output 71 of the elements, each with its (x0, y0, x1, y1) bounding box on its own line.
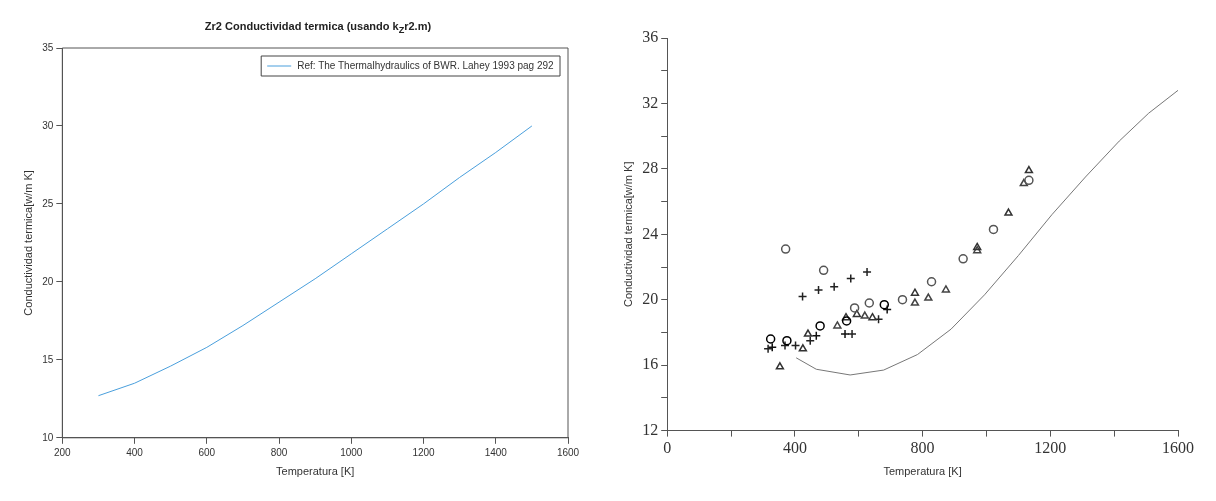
y-tick-label: 30 (42, 119, 54, 131)
y-tick-label: 15 (42, 353, 54, 365)
point (868, 312, 877, 321)
x-tick-label: 0 (663, 439, 672, 457)
point (988, 224, 999, 235)
y-tick-label: 20 (642, 289, 659, 307)
x-tick-label: 800 (270, 446, 288, 458)
point (840, 329, 850, 339)
point (846, 273, 856, 284)
point (841, 316, 852, 326)
point (1004, 208, 1013, 216)
point (841, 312, 851, 321)
x-tick-label: 1400 (484, 446, 508, 458)
y-tick-label: 28 (642, 159, 659, 177)
point (833, 321, 842, 329)
x-tick-label: 1200 (412, 446, 436, 458)
point (924, 293, 933, 301)
point (941, 285, 951, 293)
x-axis-title: Temperatura [K] (883, 465, 962, 478)
point (852, 309, 862, 318)
x-tick-label: 800 (910, 439, 935, 457)
y-tick-label: 32 (642, 93, 659, 111)
point (782, 335, 792, 346)
point (763, 344, 773, 354)
x-tick-label: 600 (198, 446, 216, 458)
point (926, 276, 937, 287)
point (860, 311, 870, 319)
x-tick-label: 1200 (1034, 439, 1067, 457)
point (847, 329, 857, 339)
y-tick-label: 12 (642, 420, 659, 438)
y-axis-title: Conductividad termica[w/m K] (621, 161, 634, 308)
point (815, 321, 825, 331)
point (1024, 165, 1034, 174)
point (958, 254, 968, 264)
point (775, 362, 785, 370)
x-tick-label: 1600 (1162, 439, 1194, 457)
point (972, 245, 982, 254)
point (910, 288, 920, 296)
point (897, 294, 908, 305)
x-tick-label: 1600 (556, 446, 580, 458)
point (767, 342, 777, 352)
point (879, 299, 890, 310)
point (765, 334, 776, 344)
point (1019, 178, 1029, 187)
point (910, 298, 920, 306)
x-tick-label: 1000 (340, 446, 363, 458)
y-tick-label: 20 (42, 275, 54, 287)
x-tick-label: 400 (126, 446, 144, 458)
y-tick-label: 35 (42, 41, 54, 53)
x-axis-title: Temperatura [K] (276, 465, 355, 478)
point (818, 265, 829, 276)
point (862, 267, 872, 277)
y-axis-title: Conductividad termica[w/m K] (21, 170, 34, 316)
y-tick-label: 36 (642, 28, 659, 46)
x-tick-label: 400 (782, 439, 807, 457)
point (780, 244, 791, 254)
x-tick-label: 200 (53, 446, 72, 458)
point (1024, 175, 1034, 186)
chart-title: Zr2 Conductividad termica (usando k$_{Z}$r2.m) (203, 20, 433, 36)
point (803, 329, 813, 337)
y-tick-label: 16 (642, 355, 659, 373)
point (805, 335, 815, 346)
point (849, 303, 860, 313)
point (798, 344, 808, 352)
y-tick-label: 10 (42, 431, 54, 443)
point (829, 281, 839, 292)
point (864, 298, 875, 308)
point (813, 285, 824, 295)
legend-label: Ref: The Thermalhydraulics of BWR. Lahey 1993 pag 292 (297, 59, 555, 71)
y-tick-label: 24 (642, 224, 659, 242)
y-tick-label: 25 (42, 197, 54, 209)
